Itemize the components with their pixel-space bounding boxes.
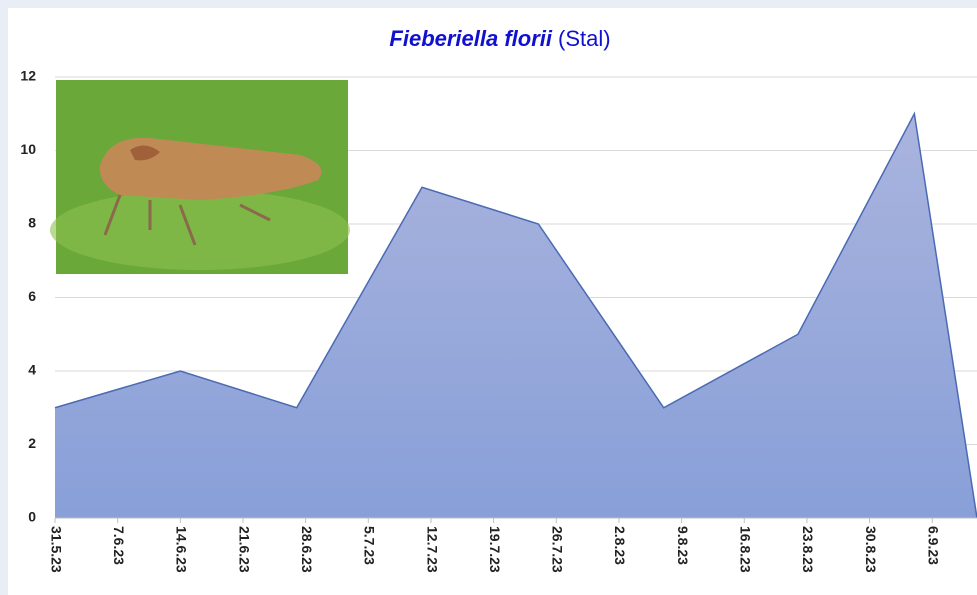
x-tick-label: 9.8.23 (675, 526, 691, 565)
y-tick-label: 4 (28, 362, 36, 378)
area (55, 113, 977, 518)
x-tick-label: 28.6.23 (299, 526, 315, 573)
x-tick-label: 21.6.23 (236, 526, 252, 573)
x-tick-label: 14.6.23 (174, 526, 190, 573)
y-tick-label: 6 (28, 288, 36, 304)
x-tick-label: 5.7.23 (362, 526, 378, 565)
x-tick-label: 6.9.23 (926, 526, 942, 565)
x-tick-label: 12.7.23 (424, 526, 440, 573)
y-tick-label: 10 (20, 141, 36, 157)
x-tick-label: 16.8.23 (738, 526, 754, 573)
area-line (54, 111, 977, 519)
y-tick-label: 2 (28, 435, 36, 451)
x-tick-label: 30.8.23 (863, 526, 879, 573)
y-tick-label: 8 (28, 215, 36, 231)
title-species: Fieberiella florii (389, 26, 552, 51)
title-author: (Stal) (558, 26, 611, 51)
chart-title: Fieberiella florii (Stal) (389, 26, 610, 51)
insect-photo (50, 80, 350, 274)
x-tick-label: 7.6.23 (111, 526, 127, 565)
x-tick-label: 23.8.23 (800, 526, 816, 573)
x-tick-label: 19.7.23 (487, 526, 503, 573)
y-tick-label: 12 (20, 68, 36, 84)
x-tick-label: 26.7.23 (550, 526, 566, 573)
x-tick-label: 2.8.23 (612, 526, 628, 565)
x-tick-label: 31.5.23 (48, 526, 64, 573)
y-tick-label: 0 (28, 509, 36, 525)
